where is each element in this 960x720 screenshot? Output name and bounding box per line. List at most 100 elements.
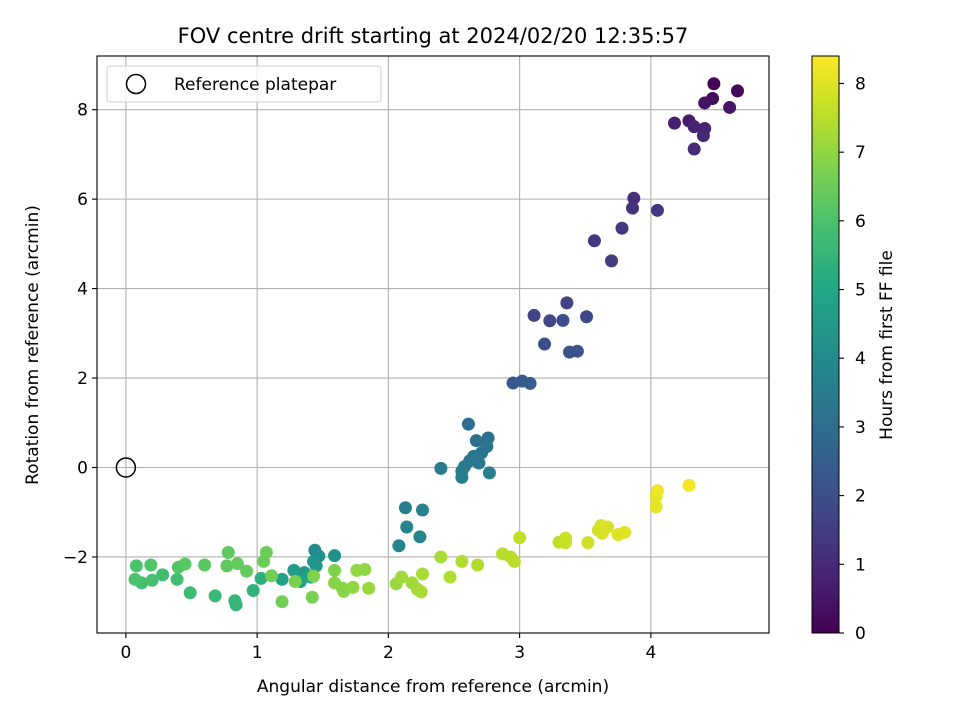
y-tick-label: 6 bbox=[77, 190, 88, 210]
data-point bbox=[443, 570, 457, 584]
data-point bbox=[246, 584, 260, 598]
colorbar-tick-label: 3 bbox=[855, 418, 866, 438]
data-point bbox=[144, 558, 158, 572]
data-point bbox=[178, 557, 192, 571]
data-point bbox=[170, 572, 184, 586]
x-tick-label: 0 bbox=[120, 643, 131, 663]
data-point bbox=[627, 191, 641, 205]
y-axis: −2 0 2 4 6 8 bbox=[63, 101, 97, 568]
data-point bbox=[328, 549, 342, 563]
data-point bbox=[626, 201, 639, 215]
x-tick-label: 2 bbox=[383, 643, 394, 663]
data-point bbox=[265, 569, 279, 583]
data-point bbox=[156, 568, 170, 582]
data-point bbox=[208, 589, 222, 603]
y-tick-label: 8 bbox=[77, 101, 88, 121]
data-point bbox=[527, 308, 541, 322]
data-point bbox=[455, 470, 469, 484]
chart-title: FOV centre drift starting at 2024/02/20 … bbox=[178, 24, 689, 48]
y-axis-label: Rotation from reference (arcmin) bbox=[23, 205, 43, 485]
data-point bbox=[414, 585, 428, 599]
data-point bbox=[328, 563, 342, 577]
y-tick-label: −2 bbox=[63, 548, 88, 568]
data-point bbox=[605, 254, 618, 268]
colorbar-label: Hours from first FF file bbox=[877, 250, 897, 440]
y-tick-label: 2 bbox=[77, 369, 88, 389]
data-point bbox=[560, 296, 574, 310]
data-point bbox=[230, 557, 244, 571]
plot-frame bbox=[96, 55, 770, 634]
data-point bbox=[668, 116, 681, 130]
data-point bbox=[145, 573, 159, 587]
data-point bbox=[461, 417, 475, 431]
legend-marker-reference bbox=[125, 73, 147, 95]
colorbar-tick-label: 7 bbox=[855, 143, 866, 163]
data-point bbox=[731, 84, 744, 98]
data-point bbox=[601, 520, 615, 534]
data-point bbox=[581, 536, 595, 550]
data-point bbox=[538, 337, 552, 351]
data-point bbox=[513, 531, 527, 545]
colorbar-tick-label: 8 bbox=[855, 74, 866, 94]
data-point bbox=[563, 345, 576, 359]
data-point bbox=[416, 503, 429, 517]
data-point bbox=[649, 500, 663, 514]
data-point bbox=[392, 539, 406, 553]
data-point bbox=[723, 100, 737, 114]
data-point bbox=[358, 562, 372, 576]
x-tick-label: 4 bbox=[645, 643, 656, 663]
data-point bbox=[469, 434, 483, 448]
data-point bbox=[287, 563, 301, 577]
x-axis: 0 1 2 3 4 bbox=[120, 633, 656, 663]
data-point bbox=[395, 570, 408, 584]
data-point bbox=[587, 234, 601, 248]
data-point bbox=[434, 550, 448, 564]
y-tick-label: 0 bbox=[77, 459, 88, 479]
data-point bbox=[698, 96, 712, 110]
data-point bbox=[559, 531, 573, 545]
data-point bbox=[288, 575, 302, 589]
data-point bbox=[523, 376, 537, 390]
colorbar-axis: 0 1 2 3 4 5 6 7 8 bbox=[839, 74, 866, 644]
data-point bbox=[229, 598, 243, 612]
data-point bbox=[220, 559, 234, 573]
data-point bbox=[472, 456, 486, 470]
data-point bbox=[305, 590, 319, 604]
colorbar-tick-label: 0 bbox=[855, 624, 866, 644]
data-point bbox=[556, 313, 570, 327]
data-point bbox=[650, 484, 664, 498]
colorbar-tick-label: 2 bbox=[855, 487, 866, 507]
legend: Reference platepar bbox=[106, 65, 382, 103]
legend-label-reference: Reference platepar bbox=[174, 75, 336, 95]
reference-point bbox=[115, 457, 137, 478]
data-point bbox=[471, 558, 485, 572]
data-point bbox=[400, 520, 414, 534]
data-point bbox=[696, 129, 710, 143]
data-point bbox=[240, 564, 254, 578]
data-point bbox=[183, 586, 197, 600]
data-point bbox=[309, 559, 323, 573]
data-point bbox=[687, 142, 701, 156]
data-point bbox=[543, 314, 557, 328]
data-point bbox=[650, 203, 664, 217]
data-point bbox=[687, 120, 701, 134]
scatter-series bbox=[115, 77, 744, 612]
colorbar-tick-label: 4 bbox=[855, 349, 866, 369]
data-point bbox=[398, 501, 412, 515]
data-point bbox=[128, 572, 142, 586]
data-point bbox=[221, 545, 235, 559]
data-point bbox=[434, 461, 448, 475]
data-point bbox=[416, 567, 429, 581]
data-point bbox=[507, 554, 521, 568]
data-point bbox=[682, 478, 696, 492]
data-point bbox=[346, 580, 360, 594]
data-point bbox=[275, 595, 289, 609]
data-point bbox=[413, 530, 427, 544]
data-point bbox=[259, 545, 273, 559]
colorbar-tick-label: 1 bbox=[855, 555, 866, 575]
data-point bbox=[198, 558, 212, 572]
data-point bbox=[362, 581, 376, 595]
data-point bbox=[307, 569, 321, 583]
data-point bbox=[275, 572, 289, 586]
x-tick-label: 1 bbox=[252, 643, 263, 663]
